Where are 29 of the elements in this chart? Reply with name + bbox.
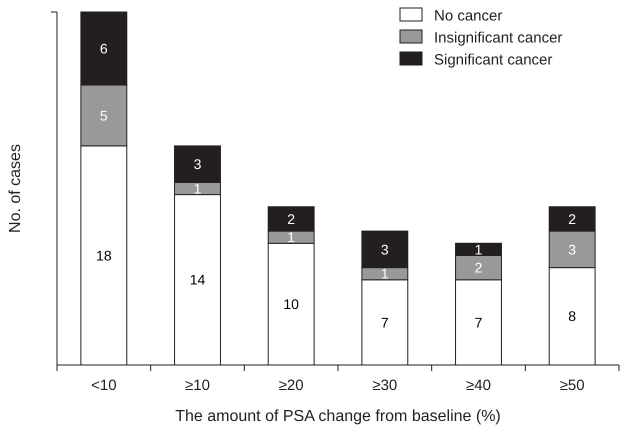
data-label: 8	[568, 308, 576, 324]
data-label: 2	[474, 260, 483, 276]
data-label: 14	[190, 272, 206, 288]
data-label: 5	[100, 107, 108, 124]
data-label: 18	[96, 247, 112, 264]
legend-label: No cancer	[434, 7, 502, 24]
data-label: 1	[380, 266, 389, 282]
x-tick-label: ≥50	[560, 377, 585, 394]
data-label: 7	[474, 314, 483, 330]
legend-label: Significant cancer	[434, 51, 552, 68]
legend-label: Insignificant cancer	[434, 29, 562, 46]
data-label: 6	[100, 40, 108, 56]
x-tick-label: ≥30	[372, 377, 398, 394]
data-label: 7	[380, 314, 389, 330]
data-label: 3	[568, 241, 576, 258]
data-label: 1	[287, 229, 296, 246]
data-label: 1	[194, 180, 202, 196]
y-axis-title: No. of cases	[7, 144, 24, 233]
x-tick-label: ≥40	[466, 377, 491, 394]
x-tick-label: ≥10	[185, 377, 210, 394]
data-label: 2	[287, 210, 296, 227]
x-tick-label: ≥20	[278, 377, 304, 394]
data-label: 1	[474, 241, 483, 258]
data-label: 3	[380, 241, 389, 258]
data-label: 10	[283, 296, 300, 312]
x-axis-title: The amount of PSA change from baseline (%)	[175, 408, 501, 425]
data-label: 2	[568, 210, 576, 227]
data-label: 3	[194, 156, 202, 172]
x-tick-label: <10	[91, 377, 117, 394]
